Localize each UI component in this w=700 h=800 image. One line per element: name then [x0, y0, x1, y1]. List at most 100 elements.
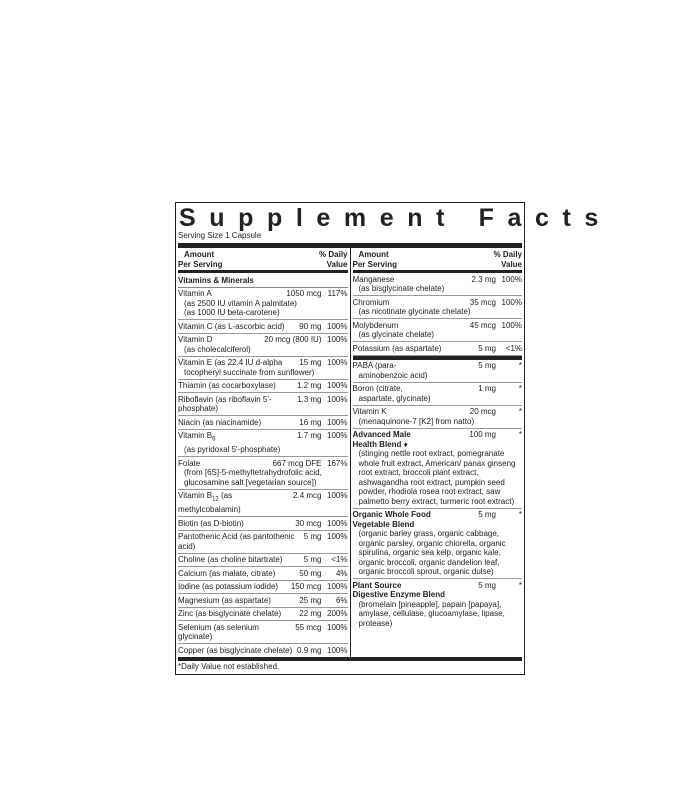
nutrient-name: Riboflavin (as riboflavin 5'-phosphate)	[178, 395, 294, 414]
nutrient-line: Riboflavin (as riboflavin 5'-phosphate) 1…	[178, 395, 348, 414]
nutrient-amount: 5 mg	[303, 555, 322, 565]
section-heading: Vitamins & Minerals	[178, 273, 348, 288]
nutrient-daily-value: 100%	[327, 518, 348, 528]
nutrient-row: Molybdenum 45 mcg 100% (as glycinate chelat…	[352, 319, 522, 342]
nutrient-daily-value: *	[518, 407, 522, 416]
nutrient-row: Chromium 35 mcg 100% (as nicotinate glycina…	[352, 296, 523, 319]
nutrient-daily-value: 167%	[327, 458, 348, 468]
nutrient-amount: 5 mg	[478, 510, 496, 519]
nutrient-name-text: Vitamin A	[178, 289, 212, 298]
nutrient-name-text: Biotin (as D-biotin)	[178, 518, 244, 528]
nutrient-row: Folate 667 mcg DFE 167% (from [6S]-5-methyl…	[178, 457, 348, 490]
nutrient-daily-value: 100%	[327, 335, 348, 344]
per-serving-header: Per Serving	[352, 259, 397, 269]
nutrient-name-text: Magnesium (as aspartate)	[178, 595, 271, 605]
nutrient-daily-value: 100%	[501, 320, 522, 330]
label-title: Supplement Facts	[179, 204, 612, 232]
nutrient-row: Vitamin D 20 mcg (800 IU) 100% (as cholecal…	[178, 334, 348, 357]
left-column: Amount Per Serving % Daily Value Vitamins …	[178, 248, 351, 657]
nutrient-line: Vitamin K 20 mcg *	[353, 407, 523, 417]
nutrient-daily-value: 100%	[327, 491, 348, 501]
nutrient-amount: 50 mg	[299, 568, 322, 578]
nutrient-name-text: Potassium (as aspartate)	[352, 343, 442, 353]
nutrient-name-text: PABA (para-	[352, 361, 397, 370]
nutrient-name: Organic Whole Food Vegetable Blend	[353, 510, 476, 529]
nutrient-line: Biotin (as D-biotin) 30 mcg 100%	[178, 519, 348, 529]
nutrient-name-text: Vitamin B	[178, 491, 213, 501]
nutrient-name-text: Folate	[178, 458, 201, 468]
nutrient-name-text: Manganese	[352, 274, 395, 284]
nutrient-row: Copper (as bisglycinate chelate) 0.9 mg 10…	[178, 644, 348, 657]
nutrient-name: Vitamin K	[353, 407, 467, 417]
nutrient-amount: 35 mcg	[469, 297, 496, 307]
nutrient-line: Thiamin (as cocarboxylase) 1.2 mg 100%	[178, 381, 348, 391]
nutrient-daily-value: <1%	[505, 343, 522, 353]
nutrient-name-text: Pantothenic Acid (as pantothenic acid)	[178, 532, 295, 551]
nutrient-row: Potassium (as aspartate) 5 mg <1%	[352, 342, 523, 356]
nutrient-source: (stinging nettle root extract, pomegrana…	[358, 449, 516, 506]
nutrient-amount: 5 mg	[478, 361, 496, 370]
nutrient-amount: 100 mg	[469, 430, 496, 439]
nutrient-amount: 2.4 mcg	[293, 491, 322, 501]
nutrient-line: Vitamin A 1050 mcg 117%	[178, 289, 348, 299]
nutrient-row: Biotin (as D-biotin) 30 mcg 100%	[178, 517, 348, 531]
nutrient-amount: 45 mcg	[469, 320, 496, 330]
nutrient-line: Organic Whole Food Vegetable Blend 5 mg *	[353, 510, 523, 529]
nutrient-name: Advanced Male Health Blend ♦	[353, 430, 467, 449]
nutrient-daily-value: *	[518, 361, 522, 370]
nutrient-source: (bromelain [pineapple], papain [papaya],…	[358, 599, 505, 628]
nutrient-line: Potassium (as aspartate) 5 mg <1%	[353, 344, 523, 354]
nutrient-name-text: Copper (as bisglycinate chelate)	[178, 645, 293, 655]
nutrient-amount: 1 mg	[478, 384, 496, 393]
nutrient-line: Folate 667 mcg DFE 167%	[178, 459, 348, 469]
nutrient-source: (as nicotinate glycinate chelate)	[358, 307, 471, 316]
nutrient-name: Vitamin D	[178, 335, 261, 345]
nutrient-name: Copper (as bisglycinate chelate)	[178, 646, 294, 656]
nutrient-row: Organic Whole Food Vegetable Blend 5 mg * (o…	[352, 509, 523, 579]
nutrient-line: Magnesium (as aspartate) 25 mg 6%	[178, 596, 348, 606]
nutrient-line: Copper (as bisglycinate chelate) 0.9 mg 10…	[178, 646, 348, 656]
nutrient-name-line2: Vegetable Blend	[352, 519, 415, 529]
nutrient-line: Calcium (as malate, citrate) 50 mg 4%	[178, 569, 348, 579]
nutrient-daily-value: 100%	[327, 582, 348, 592]
nutrient-name-text: Riboflavin (as riboflavin 5'-phosphate)	[178, 394, 272, 414]
nutrient-name-text: Iodine (as potassium iodide)	[178, 582, 279, 592]
nutrient-line: Manganese 2.3 mg 100%	[353, 275, 523, 285]
nutrient-amount: 5 mg	[303, 532, 322, 542]
nutrient-daily-value: *	[518, 510, 522, 519]
nutrient-name: Molybdenum	[353, 321, 467, 331]
nutrient-daily-value: *	[518, 430, 522, 439]
nutrient-source: (as 1000 IU beta-carotene)	[184, 308, 280, 317]
nutrient-name: Vitamin B6	[178, 431, 294, 445]
nutrient-daily-value: 100%	[327, 321, 348, 331]
nutrient-daily-value: 117%	[327, 289, 348, 298]
nutrient-daily-value: <1%	[331, 555, 348, 565]
nutrient-name-text: Chromium	[352, 297, 390, 307]
nutrient-row: Boron (citrate, 1 mg * aspartate, glycinate…	[352, 383, 523, 406]
nutrient-amount: 25 mg	[299, 595, 322, 605]
nutrient-amount: 15 mg	[299, 358, 322, 367]
nutrient-source: (as glycinate chelate)	[358, 330, 435, 339]
nutrient-amount: 0.9 mg	[297, 645, 322, 655]
nutrient-name-text: Vitamin K	[352, 407, 387, 416]
nutrient-line: Boron (citrate, 1 mg *	[353, 384, 523, 394]
nutrient-name: Boron (citrate,	[353, 384, 476, 394]
nutrient-name: Selenium (as selenium glycinate)	[178, 623, 292, 642]
nutrient-daily-value: 100%	[327, 645, 348, 655]
serving-size: Serving Size 1 Capsule	[178, 231, 262, 240]
nutrient-source: glucosamine salt [vegetarian source])	[184, 477, 317, 487]
nutrient-amount: 2.3 mg	[471, 274, 496, 284]
right-column: Amount Per Serving % Daily Value Manganese…	[351, 248, 523, 657]
nutrient-name: Vitamin C (as L-ascorbic acid)	[178, 322, 296, 332]
nutrient-source: (as bisglycinate chelate)	[358, 284, 445, 293]
nutrient-name-text: Plant Source	[352, 580, 402, 590]
column-header: Amount Per Serving % Daily Value	[352, 248, 522, 273]
nutrient-name-text: Vitamin D	[178, 335, 213, 344]
nutrient-name: Zinc (as bisglycinate chelate)	[178, 609, 296, 619]
nutrient-line: Chromium 35 mcg 100%	[353, 298, 523, 308]
nutrient-name-text: Vitamin E (as 22.4 IU d-alpha	[178, 358, 283, 367]
nutrient-line: Vitamin B6 1.7 mg 100%	[178, 431, 348, 445]
nutrient-daily-value: 6%	[335, 595, 348, 605]
nutrient-row: PABA (para- 5 mg * aminobenzoic acid)	[352, 355, 522, 383]
nutrient-amount: 1050 mcg	[286, 289, 322, 298]
